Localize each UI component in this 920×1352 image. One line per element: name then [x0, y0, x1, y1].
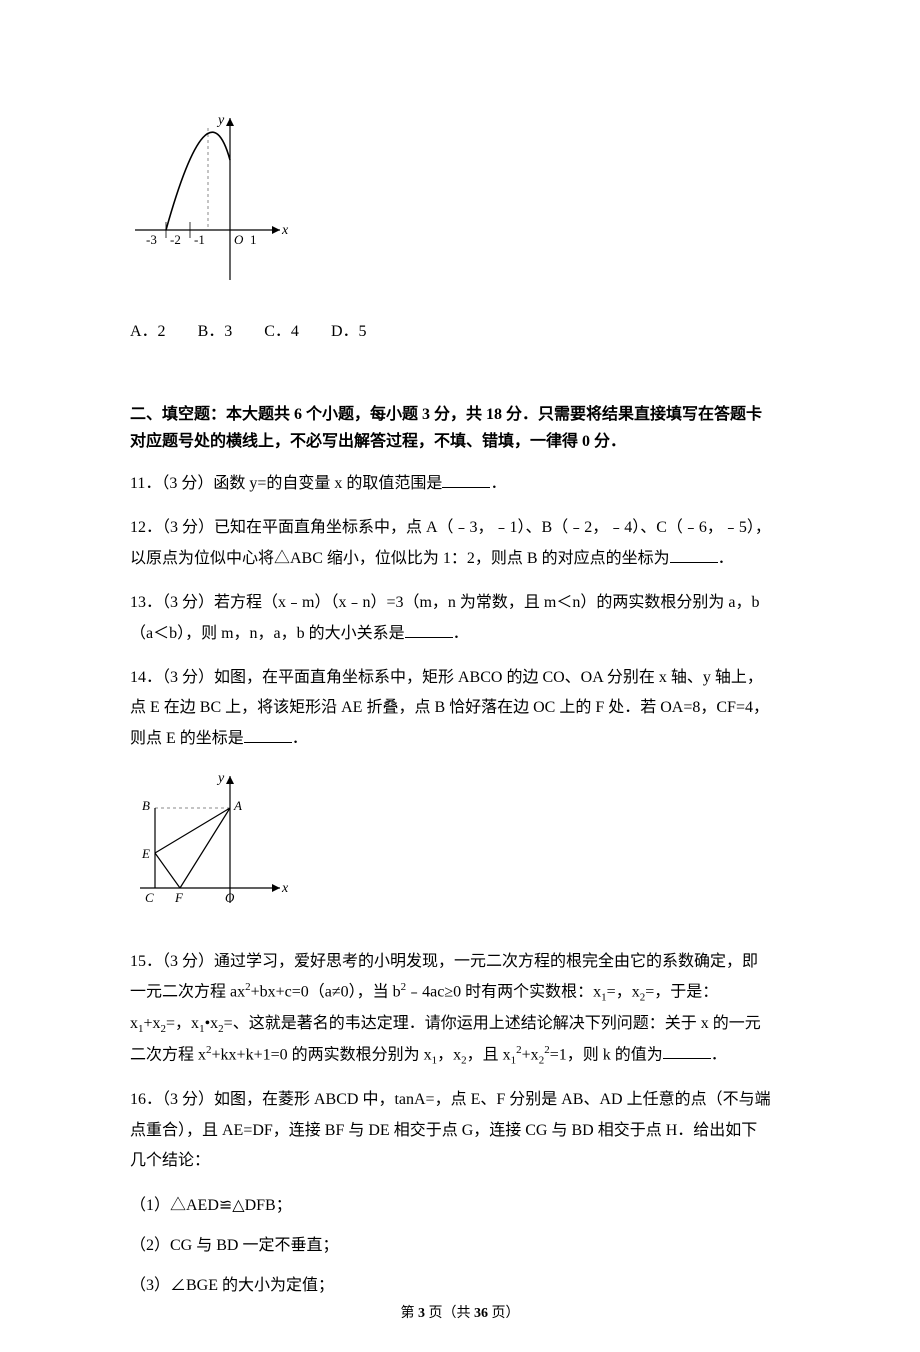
parabola-svg: x y -3 -2 -1 1 O	[130, 110, 290, 290]
question-15: 15．（3 分）通过学习，爱好思考的小明发现，一元二次方程的根完全由它的系数确定…	[130, 947, 790, 1071]
y-arrow	[226, 118, 234, 126]
page-footer: 第 3 页（共 36 页）	[0, 1302, 920, 1322]
section-2-line1: 二、填空题：本大题共 6 个小题，每小题 3 分，共 18 分．只需要将结果直接…	[130, 406, 762, 423]
q14-line3: 则点 E 的坐标是	[130, 730, 244, 747]
parabola-figure: x y -3 -2 -1 1 O	[130, 110, 790, 295]
q11-blank	[442, 473, 490, 488]
q13-blank	[405, 622, 453, 637]
option-c: C．4	[264, 323, 299, 340]
q15-l3d: •x	[205, 1015, 219, 1032]
footer-total: 36	[474, 1306, 488, 1321]
q12-line1: 12．（3 分）已知在平面直角坐标系中，点 A（﹣3，﹣1）、B（﹣2，﹣4）、…	[130, 519, 771, 536]
q14-blank	[244, 727, 292, 742]
q16-item3: （3）∠BGE 的大小为定值；	[130, 1271, 790, 1301]
q10-options: A．2 B．3 C．4 D．5	[130, 319, 790, 345]
q15-l3c: =，x	[166, 1015, 199, 1032]
tick-m1: -1	[194, 232, 205, 247]
q14-line1: 14．（3 分）如图，在平面直角坐标系中，矩形 ABCO 的边 CO、OA 分别…	[130, 669, 763, 686]
q16-l3: 几个结论：	[130, 1152, 210, 1169]
q15-blank	[663, 1044, 711, 1059]
x-label-2: x	[281, 881, 289, 896]
q16-item2: （2）CG 与 BD 一定不垂直；	[130, 1231, 790, 1261]
q16-item1: （1）△AED≌△DFB；	[130, 1191, 790, 1221]
x-arrow-2	[272, 884, 280, 892]
q15-l4d: ，且 x	[467, 1046, 511, 1063]
q11-text: 11．（3 分）函数 y=的自变量 x 的取值范围是	[130, 475, 442, 492]
q15-l3b: +x	[144, 1015, 161, 1032]
x-label: x	[281, 223, 289, 238]
option-b: B．3	[198, 323, 233, 340]
q15-l2b: +bx+c=0（a≠0），当 b	[251, 984, 401, 1001]
footer-mid: 页（共	[425, 1306, 474, 1321]
y-label-2: y	[216, 771, 225, 786]
label-B: B	[142, 798, 150, 813]
q15-suffix: ．	[711, 1046, 727, 1063]
label-F: F	[174, 890, 184, 905]
q12-line2: 以原点为位似中心将△ABC 缩小，位似比为 1：2，则点 B 的对应点的坐标为	[130, 550, 670, 567]
q13-line1: 13．（3 分）若方程（x﹣m）（x﹣n）=3（m，n 为常数，且 m＜n）的两…	[130, 594, 759, 611]
option-a: A．2	[130, 323, 166, 340]
question-13: 13．（3 分）若方程（x﹣m）（x﹣n）=3（m，n 为常数，且 m＜n）的两…	[130, 588, 790, 649]
parabola-curve	[166, 132, 230, 230]
q14-line2: 点 E 在边 BC 上，将该矩形沿 AE 折叠，点 B 恰好落在边 OC 上的 …	[130, 699, 769, 716]
footer-prefix: 第	[401, 1306, 419, 1321]
q15-l2a: 一元二次方程 ax	[130, 984, 245, 1001]
q15-l2e: =，于是：	[645, 984, 718, 1001]
q16-l2: 点重合），且 AE=DF，连接 BF 与 DE 相交于点 G，连接 CG 与 B…	[130, 1122, 757, 1139]
q16-l1: 16．（3 分）如图，在菱形 ABCD 中，tanA=，点 E、F 分别是 AB…	[130, 1091, 771, 1108]
label-E: E	[141, 846, 150, 861]
q15-l4a: 二次方程 x	[130, 1046, 206, 1063]
q15-l4c: ，x	[437, 1046, 461, 1063]
y-label: y	[216, 113, 225, 128]
q15-l2d: =，x	[607, 984, 640, 1001]
q13-suffix: ．	[453, 625, 469, 642]
question-14: 14．（3 分）如图，在平面直角坐标系中，矩形 ABCO 的边 CO、OA 分别…	[130, 663, 790, 754]
q15-l3a: x	[130, 1015, 138, 1032]
tick-p1: 1	[250, 232, 257, 247]
q11-suffix: ．	[490, 475, 506, 492]
q13-line2: （a＜b），则 m，n，a，b 的大小关系是	[130, 625, 405, 642]
footer-suffix: 页）	[488, 1306, 520, 1321]
line-FA	[180, 808, 230, 888]
q15-l4e: +x	[522, 1046, 539, 1063]
q15-l1: 15．（3 分）通过学习，爱好思考的小明发现，一元二次方程的根完全由它的系数确定…	[130, 953, 758, 970]
question-12: 12．（3 分）已知在平面直角坐标系中，点 A（﹣3，﹣1）、B（﹣2，﹣4）、…	[130, 513, 790, 574]
origin-label: O	[234, 232, 244, 247]
section-2-header: 二、填空题：本大题共 6 个小题，每小题 3 分，共 18 分．只需要将结果直接…	[130, 401, 790, 455]
tick-m2: -2	[170, 232, 181, 247]
label-A: A	[233, 798, 242, 813]
x-arrow	[272, 226, 280, 234]
label-O: O	[225, 890, 235, 905]
line-EF	[155, 853, 180, 888]
footer-page: 3	[418, 1306, 425, 1321]
option-d: D．5	[331, 323, 367, 340]
question-16: 16．（3 分）如图，在菱形 ABCD 中，tanA=，点 E、F 分别是 AB…	[130, 1085, 790, 1176]
tick-m3: -3	[146, 232, 157, 247]
line-EA	[155, 808, 230, 853]
question-11: 11．（3 分）函数 y=的自变量 x 的取值范围是 ．	[130, 469, 790, 499]
rect-svg: x y B A E C F O	[130, 768, 290, 918]
q15-l4f: =1，则 k 的值为	[550, 1046, 663, 1063]
q12-suffix: ．	[718, 550, 734, 567]
rectangle-figure: x y B A E C F O	[130, 768, 790, 923]
q14-suffix: ．	[292, 730, 308, 747]
q12-blank	[670, 547, 718, 562]
section-2-line2: 对应题号处的横线上，不必写出解答过程，不填、错填，一律得 0 分．	[130, 433, 626, 450]
q15-l4b: +kx+k+1=0 的两实数根分别为 x	[212, 1046, 432, 1063]
q15-l3e: =、这就是著名的韦达定理．请你运用上述结论解决下列问题：关于 x 的一元	[224, 1015, 761, 1032]
y-arrow-2	[226, 776, 234, 784]
label-C: C	[145, 890, 154, 905]
q15-l2c: ﹣4ac≥0 时有两个实数根：x	[406, 984, 601, 1001]
